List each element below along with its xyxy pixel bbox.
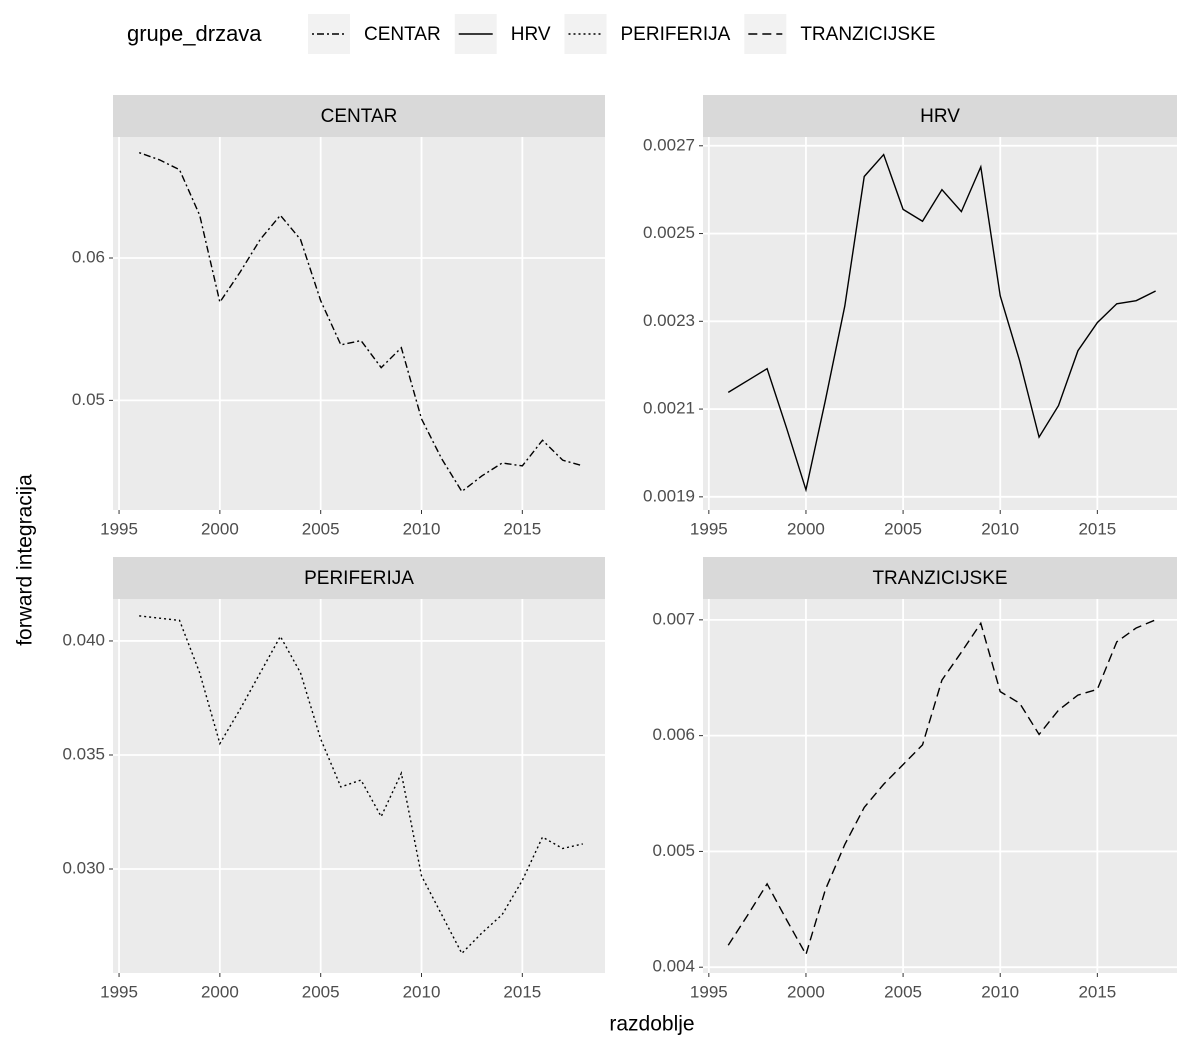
data-line bbox=[727, 153, 1156, 493]
legend-label: PERIFERIJA bbox=[621, 24, 731, 45]
strip-background bbox=[703, 557, 1177, 599]
panel-background bbox=[703, 599, 1177, 973]
data-line bbox=[727, 619, 1156, 957]
x-tick-label: 2000 bbox=[787, 519, 825, 538]
y-tick-label: 0.007 bbox=[652, 609, 695, 628]
strip-background bbox=[703, 95, 1177, 137]
x-tick-label: 2010 bbox=[981, 519, 1019, 538]
y-tick-label: 0.0025 bbox=[643, 223, 695, 242]
x-axis-label: razdoblje bbox=[609, 1013, 694, 1036]
x-tick-label: 2005 bbox=[884, 519, 922, 538]
x-tick-label: 1995 bbox=[690, 982, 728, 1001]
y-tick-label: 0.0023 bbox=[643, 311, 695, 330]
x-tick-label: 1995 bbox=[100, 519, 138, 538]
y-tick-label: 0.030 bbox=[62, 858, 105, 877]
y-tick-label: 0.040 bbox=[62, 630, 105, 649]
data-line bbox=[139, 615, 583, 955]
x-tick-label: 2000 bbox=[787, 982, 825, 1001]
x-tick-label: 1995 bbox=[100, 982, 138, 1001]
strip-background bbox=[113, 557, 605, 599]
x-tick-label: 2005 bbox=[302, 982, 340, 1001]
x-tick-label: 2000 bbox=[201, 519, 239, 538]
y-tick-label: 0.05 bbox=[72, 390, 105, 409]
x-tick-label: 2015 bbox=[503, 982, 541, 1001]
x-tick-label: 2005 bbox=[884, 982, 922, 1001]
x-tick-label: 2005 bbox=[302, 519, 340, 538]
x-tick-label: 2015 bbox=[503, 519, 541, 538]
strip-label: HRV bbox=[920, 106, 960, 127]
x-tick-label: 2010 bbox=[403, 982, 441, 1001]
x-tick-label: 2015 bbox=[1078, 982, 1116, 1001]
y-tick-label: 0.006 bbox=[652, 725, 695, 744]
legend-title: grupe_drzava bbox=[127, 21, 262, 46]
legend-label: TRANZICIJSKE bbox=[800, 24, 935, 45]
y-tick-label: 0.005 bbox=[652, 841, 695, 860]
y-tick-label: 0.035 bbox=[62, 744, 105, 763]
x-tick-label: 1995 bbox=[690, 519, 728, 538]
legend-label: CENTAR bbox=[364, 24, 441, 45]
y-tick-label: 0.0019 bbox=[643, 486, 695, 505]
strip-label: PERIFERIJA bbox=[304, 568, 414, 589]
y-tick-label: 0.06 bbox=[72, 247, 105, 266]
y-axis-label: forward integracija bbox=[14, 474, 37, 646]
x-tick-label: 2015 bbox=[1078, 519, 1116, 538]
data-line bbox=[138, 151, 584, 493]
panel-background bbox=[113, 599, 605, 973]
y-tick-label: 0.004 bbox=[652, 957, 695, 976]
x-tick-label: 2010 bbox=[403, 519, 441, 538]
strip-background bbox=[113, 95, 605, 137]
strip-label: CENTAR bbox=[321, 106, 398, 127]
x-tick-label: 2000 bbox=[201, 982, 239, 1001]
x-tick-label: 2010 bbox=[981, 982, 1019, 1001]
y-tick-label: 0.0027 bbox=[643, 135, 695, 154]
legend-label: HRV bbox=[511, 24, 551, 45]
y-tick-label: 0.0021 bbox=[643, 399, 695, 418]
strip-label: TRANZICIJSKE bbox=[872, 568, 1007, 589]
